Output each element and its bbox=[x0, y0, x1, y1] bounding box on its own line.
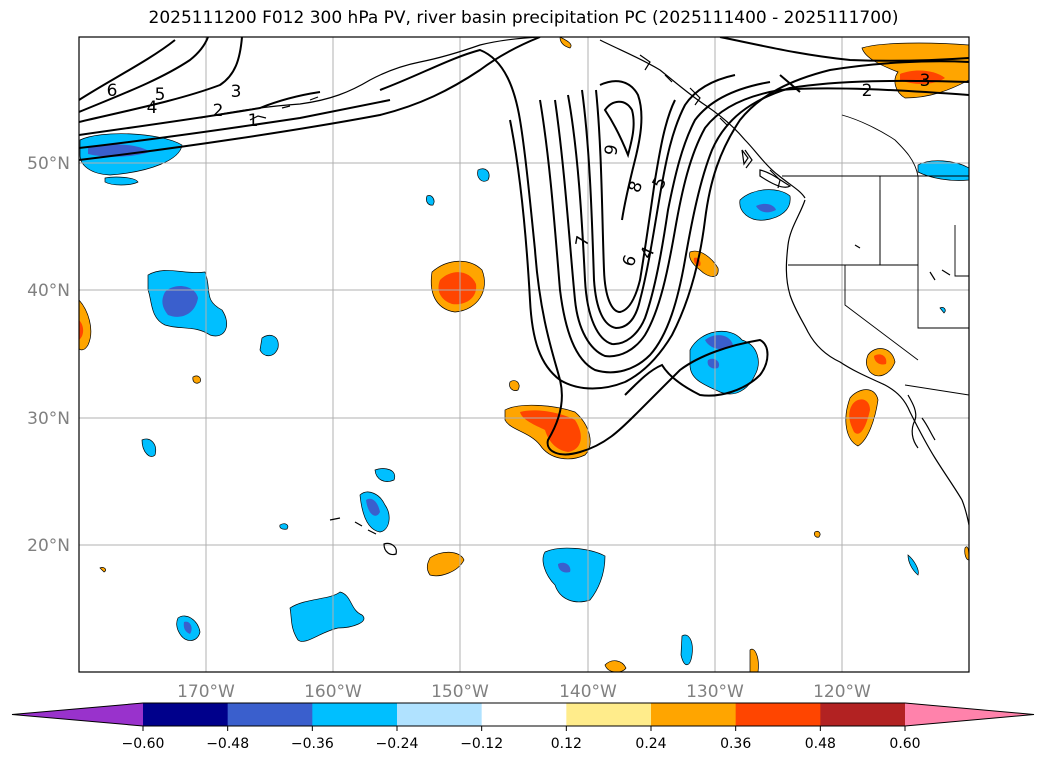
borders bbox=[782, 114, 969, 396]
colorbar-tick-label: 0.24 bbox=[635, 736, 666, 752]
lon-label: 130°W bbox=[686, 682, 744, 702]
contour-label: 4 bbox=[147, 98, 158, 118]
map-title: 2025111200 F012 300 hPa PV, river basin … bbox=[148, 8, 899, 28]
colorbar-swatch bbox=[397, 703, 483, 726]
colorbar-swatch bbox=[651, 703, 737, 726]
lat-label: 50°N bbox=[27, 154, 70, 174]
contour-label: 9 bbox=[601, 143, 623, 157]
colorbar-swatch bbox=[312, 703, 398, 726]
colorbar-swatch bbox=[735, 703, 821, 726]
precip-shading bbox=[79, 37, 969, 672]
contour-label: 5 bbox=[155, 85, 166, 105]
colorbar-tick-label: 0.36 bbox=[720, 736, 751, 752]
colorbar-tick-label: −0.12 bbox=[460, 736, 503, 752]
lat-label: 30°N bbox=[27, 409, 70, 429]
colorbar-extend-min bbox=[12, 703, 143, 726]
lon-label: 140°W bbox=[559, 682, 617, 702]
colorbar-tick-label: −0.60 bbox=[122, 736, 165, 752]
map-frame bbox=[78, 36, 970, 673]
lat-label: 40°N bbox=[27, 281, 70, 301]
lon-label: 170°W bbox=[177, 682, 235, 702]
contour-label: 7 bbox=[572, 234, 594, 248]
colorbar-tick-label: −0.48 bbox=[206, 736, 249, 752]
colorbar-swatch bbox=[566, 703, 652, 726]
contour-label: 2 bbox=[862, 81, 873, 101]
colorbar-swatch bbox=[481, 703, 567, 726]
colorbar-swatch bbox=[227, 703, 313, 726]
latitude-labels: 50°N 40°N 30°N 20°N bbox=[27, 154, 70, 556]
map-area[interactable] bbox=[79, 37, 969, 672]
coastlines bbox=[199, 37, 969, 556]
contour-label: 2 bbox=[213, 101, 224, 121]
contour-label: 1 bbox=[248, 111, 259, 131]
colorbar-tick-label: −0.24 bbox=[376, 736, 419, 752]
lat-label: 20°N bbox=[27, 536, 70, 556]
colorbar-tick-label: 0.60 bbox=[889, 736, 920, 752]
colorbar-tick-label: −0.36 bbox=[291, 736, 334, 752]
contour-label: 3 bbox=[231, 82, 242, 102]
contour-label: 3 bbox=[920, 71, 931, 91]
longitude-labels: 170°W 160°W 150°W 140°W 130°W 120°W bbox=[177, 682, 871, 702]
pv-contours bbox=[79, 37, 969, 456]
colorbar-swatch bbox=[820, 703, 906, 726]
lon-label: 120°W bbox=[813, 682, 871, 702]
colorbar-tick-label: 0.48 bbox=[805, 736, 836, 752]
gridlines bbox=[79, 37, 969, 672]
colorbar-extend-max bbox=[905, 703, 1034, 726]
lon-label: 150°W bbox=[431, 682, 489, 702]
lon-label: 160°W bbox=[304, 682, 362, 702]
colorbar: −0.60 −0.48 −0.36 −0.24 −0.12 0.12 0.24 0.36 0.4… bbox=[11, 702, 1035, 752]
colorbar-tick-label: 0.12 bbox=[551, 736, 582, 752]
colorbar-swatch bbox=[143, 703, 229, 726]
contour-label: 6 bbox=[107, 81, 118, 101]
